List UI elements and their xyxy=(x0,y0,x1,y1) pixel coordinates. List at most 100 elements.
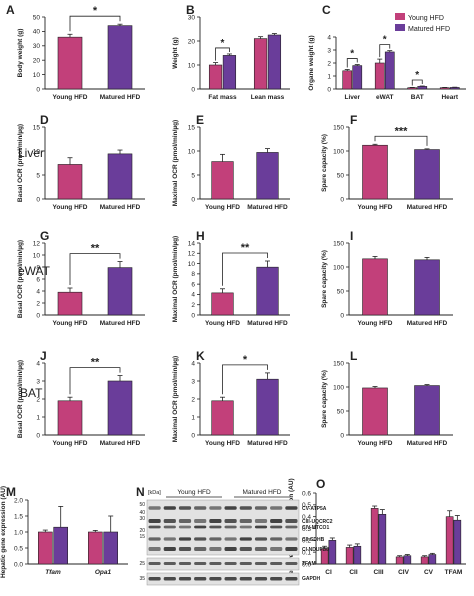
band xyxy=(148,537,161,541)
x-tick-label-h: Matured HFD xyxy=(247,320,288,327)
legend-label-matured: Matured HFD xyxy=(408,26,450,33)
bar-o-civ-young xyxy=(395,556,404,565)
panel-label-c: C xyxy=(322,3,331,17)
x-tick-label-g: Young HFD xyxy=(53,320,88,327)
kda-marker: 25 xyxy=(139,561,145,567)
x-tick-label-k: Matured HFD xyxy=(247,440,288,447)
significance-label-h: ** xyxy=(241,242,250,254)
bar-k-matured xyxy=(256,378,279,436)
panel-label-b: B xyxy=(186,3,195,17)
y-tick-label-c: 4 xyxy=(327,34,331,41)
chart-e: E 0 5 10 15 Maximal OCR (pmol/min/µg) Young HF… xyxy=(172,113,290,211)
band xyxy=(270,506,283,510)
x-tick-label-a: Matured HFD xyxy=(100,94,141,101)
bar-c-ewat-matured xyxy=(384,51,395,90)
band xyxy=(224,562,237,565)
y-axis-label-a: Body weight (g) xyxy=(17,29,24,78)
band xyxy=(148,519,161,523)
y-axis-label-l: Spare capacity (%) xyxy=(321,370,328,428)
x-tick-label-o: CII xyxy=(349,569,358,576)
band xyxy=(239,577,252,581)
y-tick-label-e: 10 xyxy=(188,148,196,155)
panel-label-l: L xyxy=(350,349,357,363)
y-tick-label-g: 2 xyxy=(36,300,40,307)
x-tick-label-l: Matured HFD xyxy=(407,440,448,447)
y-tick-label-k: 1 xyxy=(191,414,195,421)
kda-marker: 40 xyxy=(139,510,145,516)
band xyxy=(178,562,192,565)
bar-h-matured xyxy=(256,266,279,316)
band-label: TFAM xyxy=(302,561,316,567)
band-label: CII-SDHB xyxy=(302,537,325,543)
y-tick-label-o: 0.2 xyxy=(302,538,311,545)
kda-marker: 30 xyxy=(139,516,145,522)
bar-c-bat-matured xyxy=(417,86,428,90)
bar-b-fat mass-young xyxy=(208,64,223,90)
legend-swatch-matured xyxy=(395,24,405,31)
blot-group-matured: Matured HFD xyxy=(242,489,281,496)
y-tick-label-a: 20 xyxy=(33,58,41,65)
bar-m-tfam-young xyxy=(37,531,53,565)
y-tick-label-l: 0 xyxy=(340,432,344,439)
significance-bracket-c xyxy=(411,79,423,86)
band xyxy=(209,562,222,565)
panel-label-m: M xyxy=(6,485,16,499)
y-tick-label-k: 0 xyxy=(191,432,195,439)
x-tick-label-i: Young HFD xyxy=(358,320,393,327)
y-tick-label-f: 50 xyxy=(337,172,345,179)
band xyxy=(254,506,268,510)
band-label: CI-NDUFB8 xyxy=(302,547,329,553)
chart-f: F 0 50 100 150 Spare capacity (%) Young HFD Mat… xyxy=(321,113,453,211)
y-tick-label-i: 150 xyxy=(333,240,344,247)
y-tick-label-o: 0.0 xyxy=(302,561,311,568)
bar-j-matured xyxy=(107,380,133,436)
chart-a: A 0 10 20 30 40 50 Body weight (g) Young HFD Matu… xyxy=(6,3,145,101)
panel-label-f: F xyxy=(350,113,357,127)
y-tick-label-h: 2 xyxy=(191,302,195,309)
band xyxy=(254,537,268,541)
bar-d-young xyxy=(57,164,83,200)
band xyxy=(148,547,161,551)
bar-c-heart-young xyxy=(439,87,450,90)
y-tick-label-b: 30 xyxy=(188,14,196,21)
band xyxy=(194,519,207,523)
y-tick-label-d: 0 xyxy=(36,196,40,203)
band xyxy=(270,562,283,565)
y-axis-label-m: Hepatic gene expression (AU) xyxy=(0,486,7,578)
legend-label-young: Young HFD xyxy=(408,15,444,22)
x-tick-label-c: Heart xyxy=(441,94,458,101)
bar-a-young xyxy=(57,36,83,90)
band xyxy=(224,577,237,581)
x-tick-label-m: Opa1 xyxy=(95,569,112,576)
chart-g: G 0 2 4 6 8 10 12 Basal OCR (pmol/min/µg) Young H… xyxy=(17,229,145,327)
band xyxy=(178,547,192,551)
y-tick-label-a: 0 xyxy=(36,86,40,93)
row-label-liver: Liver xyxy=(18,146,44,160)
band xyxy=(239,562,252,565)
y-tick-label-i: 0 xyxy=(340,312,344,319)
x-tick-label-i: Matured HFD xyxy=(407,320,448,327)
band xyxy=(178,525,192,529)
legend-swatch-young xyxy=(395,13,405,20)
bar-a-matured xyxy=(107,25,133,90)
band xyxy=(178,519,192,523)
band xyxy=(209,525,222,529)
y-axis-label-k: Maximal OCR (pmol/min/µg) xyxy=(172,356,179,442)
significance-bracket-j xyxy=(69,367,121,395)
y-tick-label-k: 2 xyxy=(191,396,195,403)
band xyxy=(285,537,298,541)
bar-g-young xyxy=(57,291,83,316)
band xyxy=(239,547,252,551)
significance-label-j: ** xyxy=(91,357,100,369)
chart-o: O0.00.10.20.30.40.50.6Relative protein e… xyxy=(288,477,466,579)
significance-bracket-a xyxy=(69,15,121,32)
kda-marker: 20 xyxy=(139,528,145,534)
y-tick-label-f: 0 xyxy=(340,196,344,203)
band xyxy=(194,562,207,565)
y-tick-label-g: 10 xyxy=(33,252,41,259)
y-tick-label-o: 0.1 xyxy=(302,549,311,556)
bar-m-opa1-matured xyxy=(103,531,118,565)
y-tick-label-h: 14 xyxy=(188,240,196,247)
